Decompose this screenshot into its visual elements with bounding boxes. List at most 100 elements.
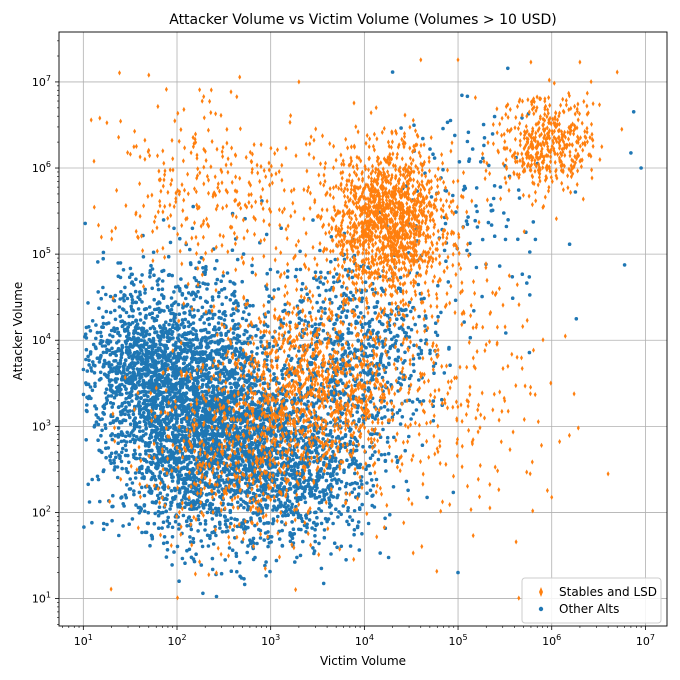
point-other-alts: [200, 385, 204, 389]
point-other-alts: [126, 453, 130, 458]
point-other-alts: [133, 420, 137, 425]
point-other-alts: [140, 357, 145, 362]
point-other-alts: [157, 310, 162, 314]
point-other-alts: [188, 261, 193, 265]
point-other-alts: [265, 408, 269, 413]
point-other-alts: [261, 381, 266, 386]
point-other-alts: [149, 423, 154, 427]
point-other-alts: [100, 417, 104, 421]
point-other-alts: [121, 268, 126, 272]
point-other-alts: [219, 279, 223, 284]
point-other-alts: [203, 335, 208, 340]
point-other-alts: [194, 476, 199, 480]
point-other-alts: [165, 493, 170, 497]
point-other-alts: [110, 351, 115, 355]
point-other-alts: [258, 397, 262, 401]
point-other-alts: [136, 336, 141, 341]
point-other-alts: [304, 513, 308, 518]
point-other-alts: [104, 446, 108, 451]
point-other-alts: [186, 291, 191, 295]
point-other-alts: [106, 341, 111, 346]
point-other-alts: [272, 505, 277, 510]
point-other-alts: [147, 332, 152, 337]
point-other-alts: [185, 524, 189, 528]
point-other-alts: [184, 337, 189, 342]
point-other-alts: [93, 404, 97, 408]
point-other-alts: [327, 501, 332, 506]
point-other-alts: [128, 371, 132, 375]
point-other-alts: [177, 490, 182, 495]
point-other-alts: [97, 306, 101, 311]
point-other-alts: [127, 460, 131, 465]
point-other-alts: [201, 591, 205, 596]
point-other-alts: [200, 337, 204, 342]
point-other-alts: [162, 379, 167, 383]
point-other-alts: [174, 366, 178, 371]
point-other-alts: [215, 471, 219, 475]
point-other-alts: [252, 369, 256, 374]
point-other-alts: [138, 429, 142, 434]
point-other-alts: [184, 296, 188, 301]
point-other-alts: [133, 438, 138, 443]
point-other-alts: [309, 450, 313, 455]
point-other-alts: [82, 525, 86, 529]
point-other-alts: [272, 498, 277, 503]
point-other-alts: [245, 329, 249, 334]
point-other-alts: [118, 349, 123, 353]
point-other-alts: [117, 390, 122, 394]
point-other-alts: [134, 324, 139, 328]
point-other-alts: [122, 418, 126, 422]
point-other-alts: [150, 500, 155, 505]
point-other-alts: [101, 256, 105, 261]
point-other-alts: [166, 305, 170, 310]
point-other-alts: [101, 321, 106, 326]
point-other-alts: [101, 315, 105, 320]
point-other-alts: [317, 541, 321, 546]
point-other-alts: [201, 417, 205, 422]
point-other-alts: [112, 468, 117, 472]
point-other-alts: [203, 350, 208, 354]
point-other-alts: [229, 516, 233, 521]
point-other-alts: [113, 293, 118, 298]
point-other-alts: [101, 250, 106, 255]
point-other-alts: [240, 279, 244, 284]
point-other-alts: [103, 426, 108, 431]
point-other-alts: [93, 381, 97, 386]
point-other-alts: [152, 521, 157, 526]
point-other-alts: [166, 515, 170, 520]
point-other-alts: [138, 346, 142, 350]
point-other-alts: [167, 521, 172, 526]
point-other-alts: [350, 518, 355, 522]
point-other-alts: [192, 468, 196, 472]
point-other-alts: [140, 485, 144, 490]
point-other-alts: [151, 325, 155, 329]
point-other-alts: [220, 530, 225, 534]
point-other-alts: [118, 297, 122, 301]
point-other-alts: [108, 454, 112, 458]
point-other-alts: [160, 287, 165, 292]
point-other-alts: [172, 394, 176, 399]
point-other-alts: [118, 333, 122, 338]
point-other-alts: [309, 473, 313, 477]
point-other-alts: [293, 461, 298, 466]
point-other-alts: [98, 355, 103, 360]
point-other-alts: [161, 327, 165, 332]
point-other-alts: [276, 514, 280, 519]
point-other-alts: [128, 477, 132, 481]
point-other-alts: [118, 383, 122, 387]
point-other-alts: [148, 312, 152, 317]
point-other-alts: [257, 378, 262, 383]
point-other-alts: [234, 336, 239, 341]
point-other-alts: [158, 491, 163, 496]
point-other-alts: [132, 425, 137, 429]
point-other-alts: [358, 462, 363, 467]
point-other-alts: [170, 330, 175, 334]
point-other-alts: [322, 494, 327, 499]
point-other-alts: [161, 296, 166, 301]
point-other-alts: [211, 406, 215, 411]
point-other-alts: [142, 321, 146, 325]
point-other-alts: [169, 382, 173, 386]
point-other-alts: [119, 430, 124, 434]
point-other-alts: [206, 424, 211, 429]
point-other-alts: [169, 311, 173, 316]
